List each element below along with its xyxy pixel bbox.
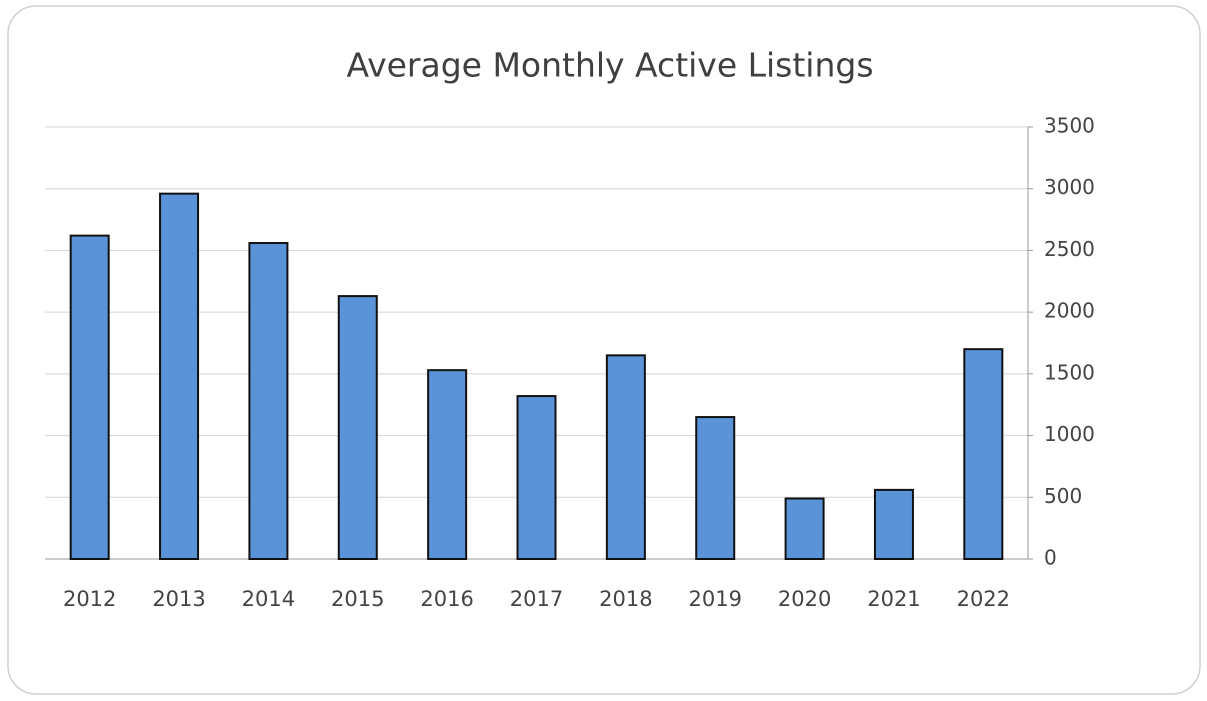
bar <box>516 395 557 560</box>
y-tick-label: 1000 <box>1044 422 1095 446</box>
y-tick-label: 2500 <box>1044 237 1095 261</box>
x-tick-label: 2017 <box>510 587 563 611</box>
y-tick-label: 3500 <box>1044 114 1095 138</box>
x-tick-label: 2013 <box>152 587 205 611</box>
bar <box>873 488 914 561</box>
y-tick-label: 1500 <box>1044 360 1095 384</box>
y-tick-label: 3000 <box>1044 175 1095 199</box>
bar <box>69 234 110 560</box>
bar <box>605 354 646 561</box>
bar <box>337 295 378 560</box>
x-tick-label: 2012 <box>63 587 116 611</box>
bar <box>695 416 736 560</box>
x-tick-label: 2014 <box>242 587 295 611</box>
bar <box>427 369 468 561</box>
x-tick-label: 2015 <box>331 587 384 611</box>
x-tick-label: 2020 <box>778 587 831 611</box>
bar <box>159 192 200 560</box>
x-tick-label: 2016 <box>420 587 473 611</box>
y-tick-label: 2000 <box>1044 299 1095 323</box>
x-tick-label: 2019 <box>689 587 742 611</box>
x-tick-label: 2022 <box>957 587 1010 611</box>
y-tick-label: 500 <box>1044 484 1082 508</box>
bar <box>248 242 289 560</box>
y-tick-label: 0 <box>1044 546 1057 570</box>
x-tick-label: 2021 <box>867 587 920 611</box>
bar <box>784 497 825 560</box>
chart-title: Average Monthly Active Listings <box>346 46 873 85</box>
x-tick-label: 2018 <box>599 587 652 611</box>
bar <box>963 348 1004 560</box>
